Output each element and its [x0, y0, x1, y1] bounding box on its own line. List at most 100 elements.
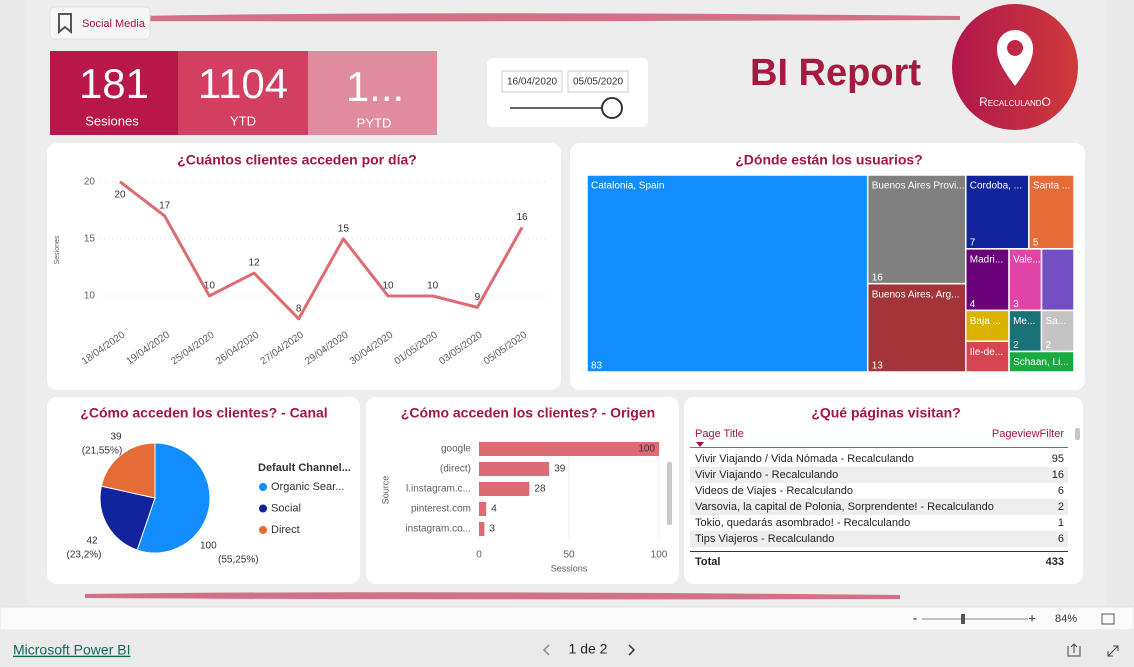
data-label: 9 — [475, 292, 481, 303]
tile-label: Santa ... — [1033, 181, 1070, 192]
legend-title: Default Channel... — [258, 462, 351, 474]
data-label: 8 — [296, 303, 302, 314]
data-label: 39 — [554, 464, 566, 475]
next-page[interactable] — [628, 644, 636, 656]
legend-marker — [259, 483, 267, 491]
tile-label: Catalonia, Spain — [591, 181, 664, 192]
kpi-label: PYTD — [357, 115, 392, 130]
chart-title: ¿Cómo acceden los clientes? - Origen — [401, 405, 655, 421]
scrollbar[interactable] — [1075, 428, 1080, 440]
table-row: Videos de Viajes - Recalculando 6 — [690, 483, 1068, 499]
tile-value: 83 — [591, 361, 603, 372]
tile-label: Vale... — [1013, 255, 1041, 266]
y-tick-label: (direct) — [440, 464, 471, 475]
sort-indicator — [696, 442, 704, 451]
table-total: Total 433 — [690, 551, 1068, 570]
date-input[interactable] — [567, 70, 629, 93]
data-label: (21,55%) — [82, 446, 123, 457]
footer — [0, 630, 1134, 667]
y-tick-label: 15 — [84, 233, 96, 244]
data-label: 20 — [114, 189, 126, 200]
y-axis-label: Source — [380, 476, 390, 505]
tile-label: Madri... — [970, 255, 1003, 266]
column-header: PageviewFilter — [991, 428, 1064, 440]
cell: 6 — [1057, 485, 1064, 497]
y-axis-label: Sesiones — [54, 235, 61, 264]
bookmark-label: Social Media — [82, 18, 146, 30]
tile-label: Buenos Aires Provi... — [872, 181, 965, 192]
date-end: 05/05/2020 — [573, 77, 623, 88]
cell: Varsovia, la capital de Polonia, Sorpren… — [695, 501, 994, 513]
bar — [479, 522, 485, 536]
bar — [479, 502, 487, 516]
cell: 95 — [1051, 453, 1064, 465]
fit-page[interactable] — [1101, 613, 1115, 625]
bar — [479, 442, 659, 456]
table-row: Tips Viajeros - Recalculando 6 — [690, 531, 1068, 547]
slider-handle[interactable] — [601, 97, 623, 119]
cell: Videos de Viajes - Recalculando — [695, 485, 853, 497]
pie-slice — [100, 442, 156, 499]
data-label: 39 — [110, 432, 122, 443]
treemap-tile — [1008, 309, 1043, 353]
cell: Total — [695, 556, 721, 568]
data-label: 42 — [86, 536, 98, 547]
y-tick-label: pinterest.com — [411, 504, 471, 515]
y-tick-label: 10 — [84, 291, 96, 302]
tile-value: 4 — [970, 299, 976, 310]
tile-value: 5 — [1033, 238, 1039, 249]
chart-title: ¿Cómo acceden los clientes? - Canal — [80, 405, 327, 421]
brand-link[interactable]: Microsoft Power BI — [13, 642, 130, 658]
data-label: (55,25%) — [218, 555, 259, 566]
treemap-tile — [1040, 309, 1075, 353]
report-title: BI Report — [750, 52, 921, 94]
chart-title: ¿Cuántos clientes acceden por día? — [177, 152, 417, 168]
cell: 2 — [1057, 501, 1064, 513]
tile-value: 13 — [872, 361, 884, 372]
prev-page[interactable] — [542, 644, 550, 656]
y-tick-label: 20 — [84, 176, 96, 187]
cell: Tips Viajeros - Recalculando — [695, 533, 835, 545]
table: Page Title PageviewFilter Vivir Viajando /… — [690, 426, 1068, 570]
kpi-value: 181 — [79, 60, 149, 107]
data-label: 10 — [204, 281, 216, 292]
tile-label: Ile-de... — [970, 347, 1003, 358]
data-label: (23,2%) — [66, 550, 101, 561]
data-label: 3 — [489, 524, 495, 535]
legend-marker — [259, 526, 267, 534]
zoom-handle[interactable] — [961, 614, 965, 624]
data-label: 4 — [491, 504, 497, 515]
page-indicator: 1 de 2 — [569, 641, 608, 657]
bar — [479, 462, 550, 476]
treemap-tile — [1040, 248, 1075, 312]
kpi-value: 1... — [346, 63, 404, 110]
data-label: 100 — [638, 444, 655, 455]
column-header: Page Title — [695, 428, 744, 440]
x-tick-label: 0 — [476, 550, 482, 561]
tile-value: 7 — [970, 238, 976, 249]
kpi-card — [50, 51, 178, 135]
fullscreen[interactable] — [1107, 645, 1119, 657]
tile-value: 16 — [872, 272, 884, 283]
treemap-tile — [965, 174, 1030, 250]
table-row: Vivir Viajando - Recalculando 16 — [690, 467, 1068, 483]
date-input[interactable] — [501, 70, 563, 93]
zoom-out[interactable]: - — [913, 610, 918, 626]
kpi-value: 1104 — [198, 60, 288, 107]
zoom-in[interactable]: + — [1028, 610, 1036, 625]
logo-text: RecalculandO — [979, 95, 1051, 109]
zoom-level: 84% — [1055, 613, 1077, 625]
share[interactable] — [1067, 643, 1081, 657]
table-row: Tokio, quedarás asombrado! - Recalculand… — [690, 515, 1068, 531]
kpi-label: YTD — [230, 113, 256, 128]
card — [47, 143, 561, 390]
data-label: 16 — [516, 212, 528, 223]
kpi-card — [178, 51, 308, 135]
scrollbar[interactable] — [667, 462, 672, 525]
logo-pin — [997, 30, 1033, 86]
bookmark-button[interactable] — [49, 6, 151, 40]
date-start: 16/04/2020 — [507, 77, 557, 88]
cell: 433 — [1045, 556, 1064, 568]
data-label: 100 — [200, 541, 217, 552]
